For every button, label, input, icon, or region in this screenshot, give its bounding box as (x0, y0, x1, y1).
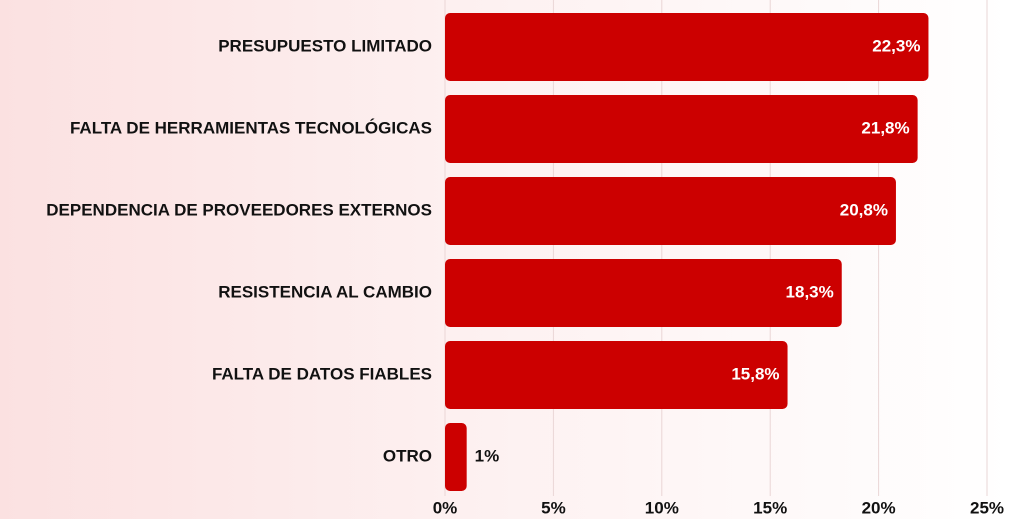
category-label: FALTA DE DATOS FIABLES (212, 364, 432, 383)
x-tick-label: 15% (753, 498, 787, 517)
category-label: FALTA DE HERRAMIENTAS TECNOLÓGICAS (70, 118, 432, 137)
category-label: OTRO (383, 446, 432, 465)
value-label: 15,8% (731, 364, 779, 383)
x-tick-label: 20% (862, 498, 896, 517)
bar (445, 13, 929, 81)
value-label: 18,3% (786, 282, 834, 301)
category-label: DEPENDENCIA DE PROVEEDORES EXTERNOS (46, 200, 432, 219)
bar (445, 423, 467, 491)
x-tick-label: 0% (433, 498, 458, 517)
bar (445, 341, 788, 409)
value-label: 21,8% (861, 118, 909, 137)
category-label: PRESUPUESTO LIMITADO (218, 36, 432, 55)
value-label: 22,3% (872, 36, 920, 55)
x-tick-label: 25% (970, 498, 1004, 517)
bar (445, 95, 918, 163)
bar (445, 177, 896, 245)
value-label: 20,8% (840, 200, 888, 219)
category-label: RESISTENCIA AL CAMBIO (218, 282, 432, 301)
bar (445, 259, 842, 327)
x-tick-label: 10% (645, 498, 679, 517)
x-tick-label: 5% (541, 498, 566, 517)
value-label: 1% (475, 446, 500, 465)
